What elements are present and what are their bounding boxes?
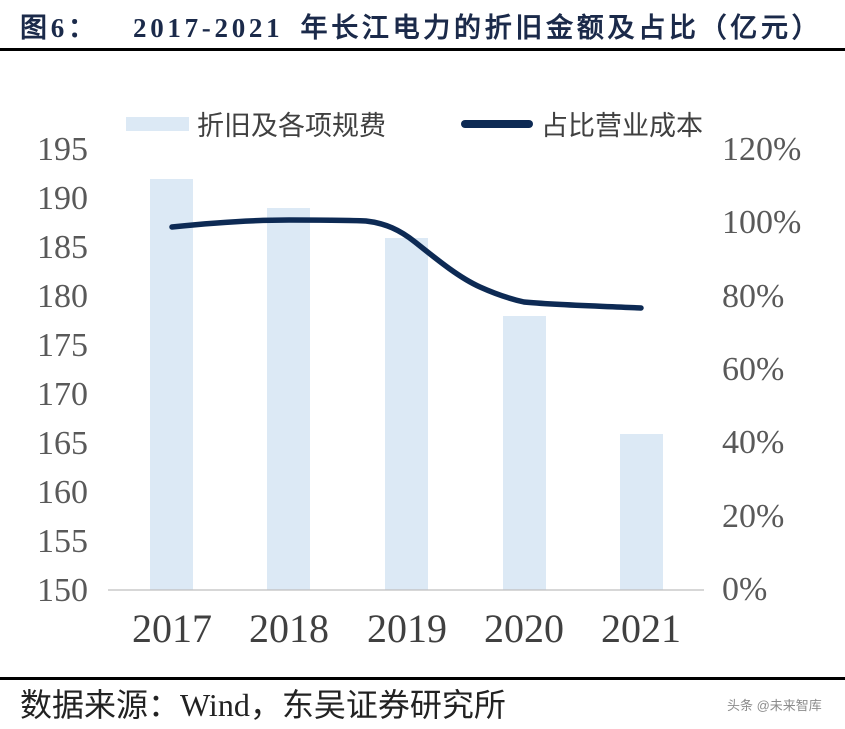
svg-text:2020: 2020 [484,606,564,651]
svg-text:170: 170 [37,376,88,413]
svg-text:2018: 2018 [249,606,329,651]
svg-text:40%: 40% [722,424,784,461]
svg-text:60%: 60% [722,351,784,388]
svg-text:100%: 100% [722,204,801,241]
svg-text:20%: 20% [722,498,784,535]
svg-text:150: 150 [37,572,88,609]
svg-text:160: 160 [37,474,88,511]
svg-text:0%: 0% [722,571,767,608]
svg-text:80%: 80% [722,278,784,315]
svg-text:190: 190 [37,180,88,217]
svg-text:2021: 2021 [601,606,681,651]
svg-text:175: 175 [37,327,88,364]
svg-text:180: 180 [37,278,88,315]
svg-text:185: 185 [37,229,88,266]
svg-text:120%: 120% [722,131,801,168]
svg-text:165: 165 [37,425,88,462]
svg-text:155: 155 [37,523,88,560]
svg-text:2017: 2017 [132,606,212,651]
svg-text:2019: 2019 [367,606,447,651]
svg-text:195: 195 [37,131,88,168]
